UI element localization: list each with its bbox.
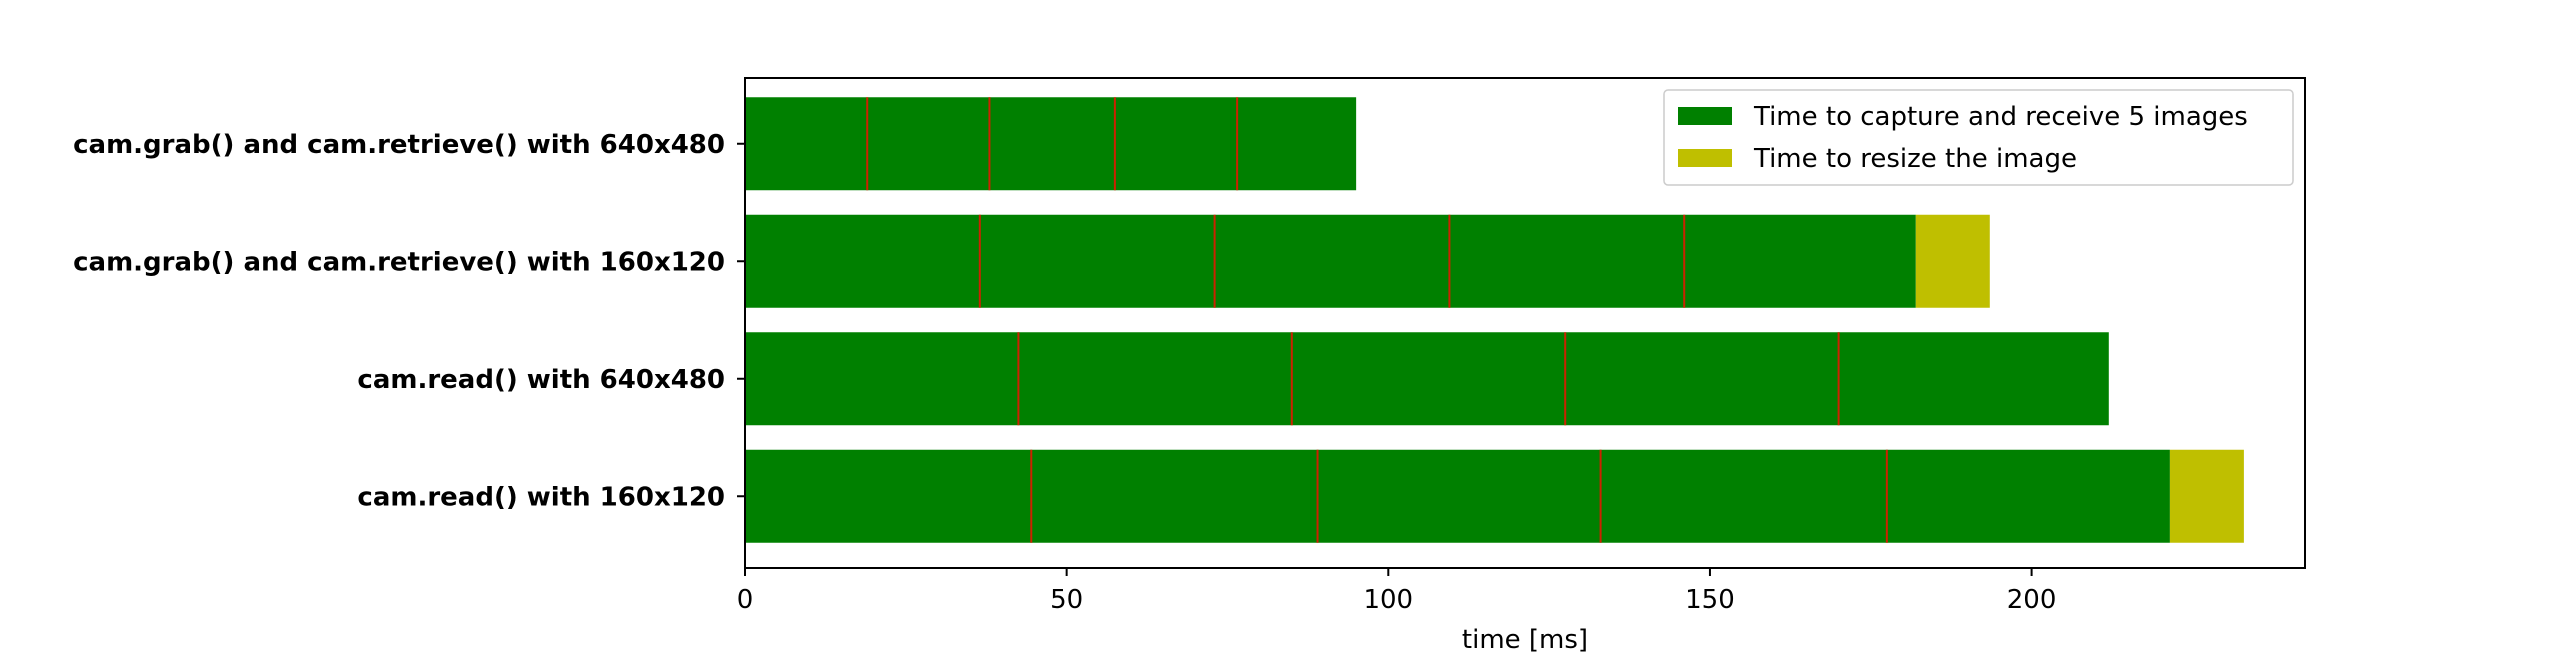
bar-capture-1	[745, 214, 1916, 308]
plot-area-frame	[744, 77, 2306, 569]
legend: Time to capture and receive 5 images Tim…	[1663, 89, 2294, 186]
y-tick-label-2: cam.read() with 640x480	[357, 365, 725, 395]
y-tick-label-1: cam.grab() and cam.retrieve() with 160x1…	[73, 247, 725, 277]
bars-layer	[745, 97, 2244, 543]
frame-markers-layer	[866, 97, 1888, 543]
y-tick-label-0: cam.grab() and cam.retrieve() with 640x4…	[73, 130, 725, 160]
y-tick-label-3: cam.read() with 160x120	[357, 482, 725, 512]
bar-capture-2	[745, 332, 2109, 426]
x-tick-label-2: 100	[1363, 585, 1413, 615]
x-tick-label-3: 150	[1685, 585, 1735, 615]
bar-capture-3	[745, 449, 2170, 543]
legend-swatch-capture	[1678, 107, 1732, 125]
x-tick-label-1: 50	[1050, 585, 1083, 615]
legend-label-resize: Time to resize the image	[1753, 144, 2077, 174]
bar-resize-3	[2169, 449, 2244, 543]
legend-label-capture: Time to capture and receive 5 images	[1753, 102, 2248, 132]
bar-capture-0	[745, 97, 1357, 191]
x-tick-label-4: 200	[2007, 585, 2057, 615]
bar-resize-1	[1915, 214, 1990, 308]
legend-swatch-resize	[1678, 149, 1732, 167]
legend-box	[1663, 89, 2294, 186]
y-axis: cam.grab() and cam.retrieve() with 640x4…	[73, 130, 745, 512]
x-axis: 0 50 100 150 200	[737, 568, 2057, 615]
x-axis-label: time [ms]	[1462, 625, 1588, 655]
x-tick-label-0: 0	[737, 585, 754, 615]
